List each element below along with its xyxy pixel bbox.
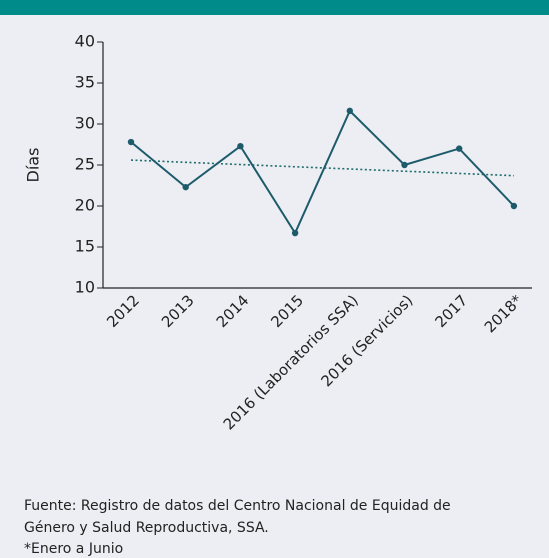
point xyxy=(510,202,518,210)
point xyxy=(127,138,135,146)
y-tick-label: 25 xyxy=(75,155,95,174)
point xyxy=(401,161,408,169)
y-tick-label: 10 xyxy=(75,278,95,297)
y-axis-label: Días xyxy=(24,148,43,183)
note: Género y Salud Reproductiva, SSA. xyxy=(24,520,269,536)
point xyxy=(237,142,244,150)
point xyxy=(182,183,189,191)
y-tick-label: 40 xyxy=(75,32,95,51)
y-tick-label: 15 xyxy=(75,237,95,256)
point xyxy=(346,107,353,115)
line xyxy=(130,109,515,236)
y-tick-label: 35 xyxy=(75,73,95,92)
y-tick-label: 20 xyxy=(75,196,95,215)
point xyxy=(291,229,299,237)
point xyxy=(456,145,463,152)
note: *Enero a Junio xyxy=(24,541,123,557)
note: Fuente: Registro de datos del Centro Nac… xyxy=(24,498,451,514)
y-tick-label: 30 xyxy=(75,114,95,133)
trendline xyxy=(130,159,514,177)
header-band xyxy=(0,0,549,15)
